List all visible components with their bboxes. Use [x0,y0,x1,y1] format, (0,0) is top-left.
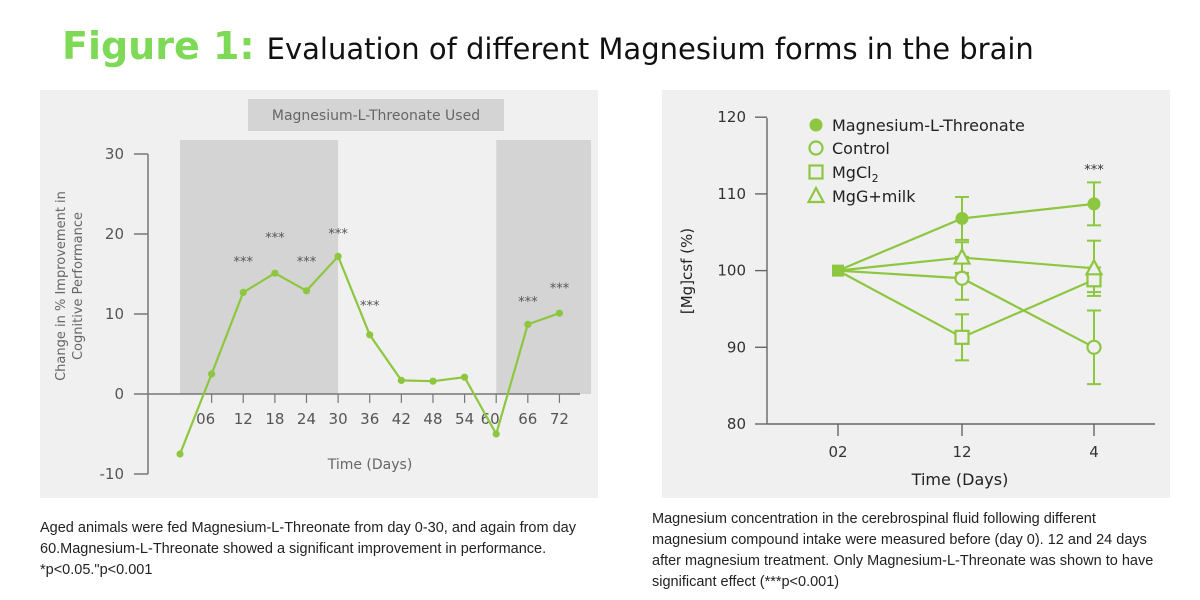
shaded-region [180,140,339,394]
figure-label: Figure 1: [62,24,255,68]
x-tick-label: 06 [196,410,215,428]
y-tick-label: 90 [727,338,746,356]
significance-marker: *** [328,227,348,242]
legend-label-text: Control [832,139,890,158]
significance-marker: *** [1084,163,1104,178]
y-tick-label: 30 [105,145,124,163]
significance-marker: *** [550,281,570,296]
x-tick-label: 02 [828,443,847,461]
legend-label-text: MgG+milk [832,187,916,206]
data-point [1084,257,1104,276]
legend-label: Magnesium-L-Threonate [832,116,1025,135]
significance-marker: *** [233,255,253,270]
x-tick-label: 24 [297,410,316,428]
data-point [334,252,342,260]
x-tick-label: 66 [518,410,537,428]
legend-label: MgCl2 [832,163,879,185]
data-point [208,370,216,378]
significance-marker: *** [297,255,317,270]
significance-marker: *** [265,231,285,246]
legend-label-subscript: 2 [872,172,879,185]
data-point [239,288,247,296]
y-tick-label: 10 [105,305,124,323]
significance-marker: *** [360,299,380,314]
data-point [1086,339,1102,355]
figure-heading: Evaluation of different Magnesium forms … [266,32,1034,66]
y-tick-label: 120 [717,108,746,126]
data-point [524,320,532,328]
x-tick-label: 12 [234,410,253,428]
left-caption: Aged animals were fed Magnesium-L-Threon… [40,520,576,578]
legend-label-text: Magnesium-L-Threonate [832,116,1025,135]
legend-label: Control [832,139,890,158]
legend-label-text: MgCl [832,163,872,182]
shaded-region [496,140,592,394]
x-axis-label: Time (Days) [911,470,1009,489]
y-tick-label: 0 [114,385,124,403]
cognitive-performance-chart: Magnesium-L-Threonate Used 30 20 10 0 -10 06 12… [40,90,598,498]
data-point [955,211,969,225]
data-point [397,376,405,384]
data-point [954,329,970,345]
x-tick-label: 48 [423,410,442,428]
x-tick-label: 42 [392,410,411,428]
legend-marker [808,164,824,180]
mg-csf-svg: 120 110 100 90 80 02 12 4 Time (Days) [Mg]csf (%)… [662,90,1170,498]
y-tick-label: 20 [105,225,124,243]
mg-csf-chart: 120 110 100 90 80 02 12 4 Time (Days) [Mg]csf (%)… [662,90,1170,498]
y-axis-label: Change in % Improvement in [54,191,69,381]
data-point [492,430,500,438]
data-point [954,270,970,286]
data-point [952,247,972,265]
y-axis-label: [Mg]csf (%) [678,228,696,314]
data-point [271,269,279,277]
legend-marker [809,118,823,132]
cognitive-performance-svg: Magnesium-L-Threonate Used 30 20 10 0 -10 06 12… [40,90,598,498]
legend-label: Magnesium-L-Threonate Used [272,108,480,124]
x-tick-label: 18 [265,410,284,428]
x-tick-label: 36 [360,410,379,428]
y-tick-label: 100 [717,262,746,280]
legend-box [248,99,504,131]
data-point [1087,197,1101,211]
legend-marker [808,140,824,156]
x-tick-label: 4 [1089,443,1099,461]
data-point [555,309,564,317]
data-point [176,450,184,458]
legend-label: MgG+milk [832,187,916,206]
y-tick-label: -10 [100,465,125,483]
data-point [832,264,844,277]
figure-title: Figure 1: Evaluation of different Magnes… [62,24,1034,72]
right-caption: Magnesium concentration in the cerebrosp… [652,511,1154,590]
data-point [302,287,311,295]
legend-marker [806,185,826,204]
y-tick-label: 110 [717,185,746,203]
data-point [460,373,469,381]
panel-background [662,90,1170,498]
x-axis-label: Time (Days) [327,457,413,473]
y-axis-label-line2: Cognitive Performance [71,212,86,360]
x-tick-label: 54 [455,410,474,428]
data-point [366,331,374,339]
x-tick-label: 30 [329,410,348,428]
x-tick-label: 12 [952,443,971,461]
y-tick-label: 80 [727,415,746,433]
x-tick-label: 72 [550,410,569,428]
significance-marker: *** [518,295,538,310]
data-point [429,377,437,385]
